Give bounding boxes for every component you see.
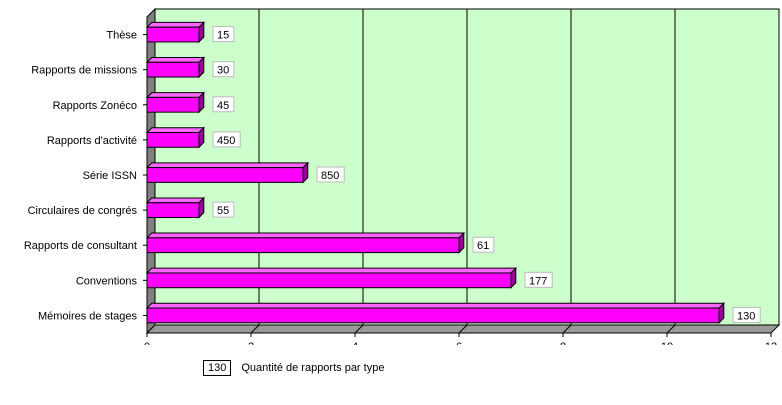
data-label-box <box>472 236 495 253</box>
data-label-box <box>524 271 553 288</box>
bar-top <box>145 302 726 309</box>
legend-label: Quantité de rapports par type <box>241 362 385 374</box>
data-label: 15 <box>217 30 229 42</box>
bar <box>146 307 720 324</box>
x-tick-label: 2 <box>248 341 254 345</box>
category-label: Rapports Zonéco <box>53 100 137 112</box>
data-label-box <box>212 131 241 148</box>
data-label: 130 <box>737 310 755 322</box>
data-label: 61 <box>477 240 489 252</box>
category-label: Rapports de missions <box>31 65 137 77</box>
category-label: Mémoires de stages <box>38 310 138 322</box>
x-tick-label: 6 <box>456 341 462 345</box>
legend-value-box: 130 <box>203 360 232 376</box>
bar-top <box>145 267 518 274</box>
bar <box>146 202 200 218</box>
category-label: Conventions <box>76 275 138 287</box>
bar-top <box>145 162 310 169</box>
category-label: Rapports de consultant <box>24 240 137 252</box>
x-tick-label: 12 <box>765 341 777 345</box>
bar-chart: 0 2 4 6 8 10 12 Thèse 15 Rapports de missions 30 Ra… <box>24 7 781 345</box>
data-label: 450 <box>217 135 235 147</box>
category-label: Série ISSN <box>83 170 137 182</box>
bar-top <box>145 21 206 28</box>
bar-top <box>145 197 206 204</box>
category-label: Thèse <box>106 30 137 42</box>
x-tick-label: 4 <box>352 341 358 345</box>
data-label: 45 <box>217 100 229 112</box>
bar <box>146 26 200 43</box>
data-label-box <box>212 201 235 218</box>
bar-top <box>145 232 466 239</box>
data-label: 55 <box>217 205 229 217</box>
x-tick-label: 10 <box>661 341 673 345</box>
bar-top <box>145 56 206 63</box>
data-label-box <box>212 26 235 43</box>
floor-gridline <box>250 324 260 334</box>
data-label-box <box>316 166 345 183</box>
bar <box>146 167 304 183</box>
data-label: 30 <box>217 65 229 77</box>
bar <box>146 132 200 148</box>
floor-gridline <box>458 324 468 334</box>
floor-gridline <box>354 324 364 334</box>
bar <box>146 96 200 113</box>
category-label: Rapports d'activité <box>47 135 137 147</box>
legend: 130 Quantité de rapports par type <box>203 360 384 376</box>
floor-gridline <box>562 324 572 334</box>
data-label-box <box>212 61 235 78</box>
data-label: 177 <box>529 275 547 287</box>
floor-gridline <box>666 324 676 334</box>
category-label: Circulaires de congrés <box>28 205 138 217</box>
bar-top <box>145 127 206 134</box>
x-tick-label: 8 <box>560 341 566 345</box>
bar <box>146 237 460 254</box>
bar <box>146 272 512 289</box>
bar <box>146 61 200 78</box>
bar-top <box>145 92 206 98</box>
x-tick-label: 0 <box>144 341 150 345</box>
data-label-box <box>732 306 761 323</box>
data-label: 850 <box>321 170 339 182</box>
data-label-box <box>212 96 235 113</box>
